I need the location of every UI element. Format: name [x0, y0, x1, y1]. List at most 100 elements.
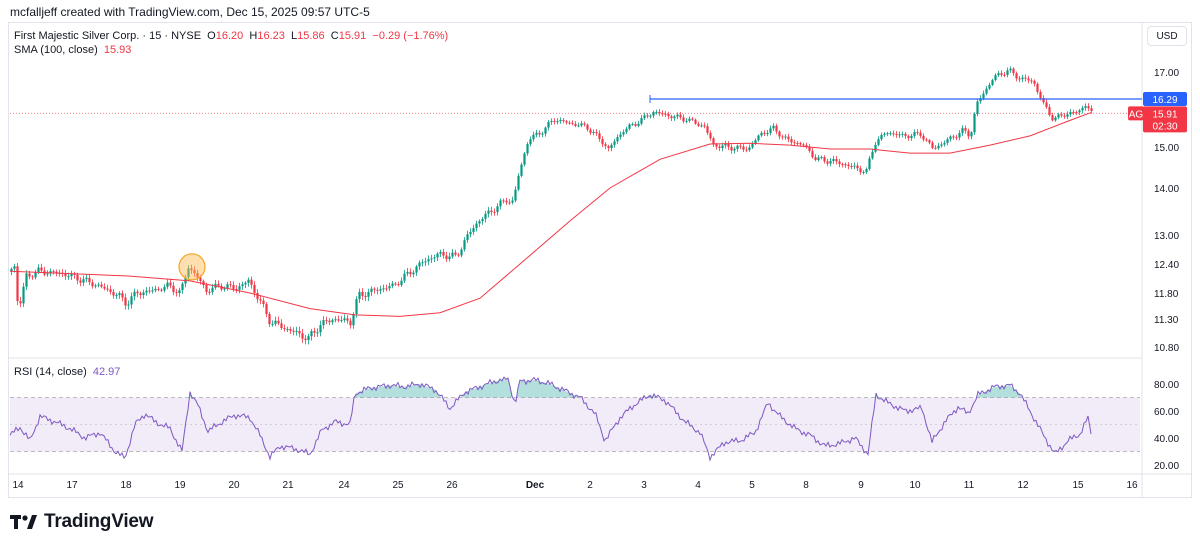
rsi-tick-label: 80.00 [1154, 380, 1179, 391]
candle-body [514, 189, 517, 201]
rsi-overbought-fill [977, 385, 1022, 398]
candle-body [181, 283, 184, 291]
candle-body [460, 249, 463, 256]
candle-body [1039, 91, 1042, 99]
candle-body [55, 271, 58, 274]
candle-body [115, 295, 118, 297]
candle-body [148, 290, 151, 292]
high-label: H [249, 30, 258, 42]
candle-body [52, 271, 55, 273]
candle-body [748, 147, 751, 151]
candle-body [1021, 77, 1024, 80]
candle-body [451, 252, 454, 257]
candle-body [493, 211, 496, 213]
candle-body [640, 118, 643, 124]
candle-body [946, 139, 949, 143]
time-tick-label: 18 [120, 480, 132, 491]
candle-body [400, 280, 403, 286]
candle-body [22, 286, 25, 304]
candle-body [685, 120, 688, 122]
candle-body [808, 146, 811, 151]
rsi-value: 42.97 [92, 366, 121, 378]
candle-body [166, 282, 169, 287]
candle-body [340, 320, 343, 322]
candle-body [436, 253, 439, 258]
candle-body [523, 153, 526, 165]
candle-body [745, 149, 748, 151]
candle-body [1072, 112, 1075, 114]
candle-body [892, 133, 895, 135]
candle-body [379, 289, 382, 291]
candle-body [466, 234, 469, 241]
candle-body [919, 132, 922, 136]
candle-body [832, 159, 835, 162]
candle-body [841, 164, 844, 166]
candle-body [175, 292, 178, 294]
candle-body [64, 273, 67, 277]
candle-body [94, 285, 97, 287]
candle-body [259, 299, 262, 301]
candle-body [646, 115, 649, 117]
time-tick-label: 17 [66, 480, 78, 491]
highlight-circle [178, 253, 206, 281]
candle-body [739, 145, 742, 147]
candle-body [598, 133, 601, 139]
candle-body [610, 144, 613, 149]
candle-body [970, 132, 973, 137]
candle-body [775, 125, 778, 132]
price-tick-label: 11.30 [1154, 315, 1179, 326]
price-tick-label: 15.00 [1154, 143, 1179, 154]
candle-body [643, 115, 646, 119]
candle-body [712, 138, 715, 145]
candle-body [358, 291, 361, 300]
candle-body [445, 255, 448, 260]
candle-body [475, 223, 478, 229]
candle-body [367, 291, 370, 297]
candle-body [547, 121, 550, 128]
candle-body [805, 145, 808, 147]
candle-body [322, 320, 325, 326]
candle-body [202, 281, 205, 286]
candle-body [145, 290, 148, 293]
time-tick-label: 8 [803, 480, 809, 491]
candle-body [616, 137, 619, 142]
candle-body [880, 134, 883, 140]
candle-body [235, 288, 238, 290]
candle-body [211, 287, 214, 293]
candle-body [985, 88, 988, 94]
candle-body [361, 291, 364, 296]
candle-body [508, 202, 511, 204]
currency-selector[interactable]: USD [1147, 26, 1187, 46]
candle-body [1069, 112, 1072, 115]
candle-body [439, 251, 442, 254]
countdown-label: 02:30 [1152, 121, 1177, 132]
candle-body [310, 331, 313, 337]
candle-body [376, 289, 379, 291]
candle-body [334, 319, 337, 321]
candle-body [886, 133, 889, 135]
candle-body [529, 139, 532, 145]
candle-body [991, 80, 994, 85]
candle-body [268, 314, 271, 325]
candle-body [370, 288, 373, 292]
candle-body [454, 252, 457, 255]
candle-body [631, 124, 634, 126]
time-tick-label: 14 [12, 480, 24, 491]
candle-body [160, 289, 163, 291]
candle-body [1006, 70, 1009, 75]
candle-body [730, 146, 733, 151]
candle-body [163, 286, 166, 291]
candle-body [10, 268, 13, 272]
high-value: 16.23 [257, 30, 285, 42]
candle-body [91, 282, 94, 287]
candle-body [724, 143, 727, 146]
candle-body [910, 135, 913, 139]
candle-body [205, 285, 208, 292]
candle-body [574, 123, 577, 126]
rsi-tick-label: 40.00 [1154, 434, 1179, 445]
candle-body [571, 122, 574, 124]
candle-body [283, 328, 286, 330]
candle-body [25, 273, 28, 287]
candle-body [925, 139, 928, 141]
